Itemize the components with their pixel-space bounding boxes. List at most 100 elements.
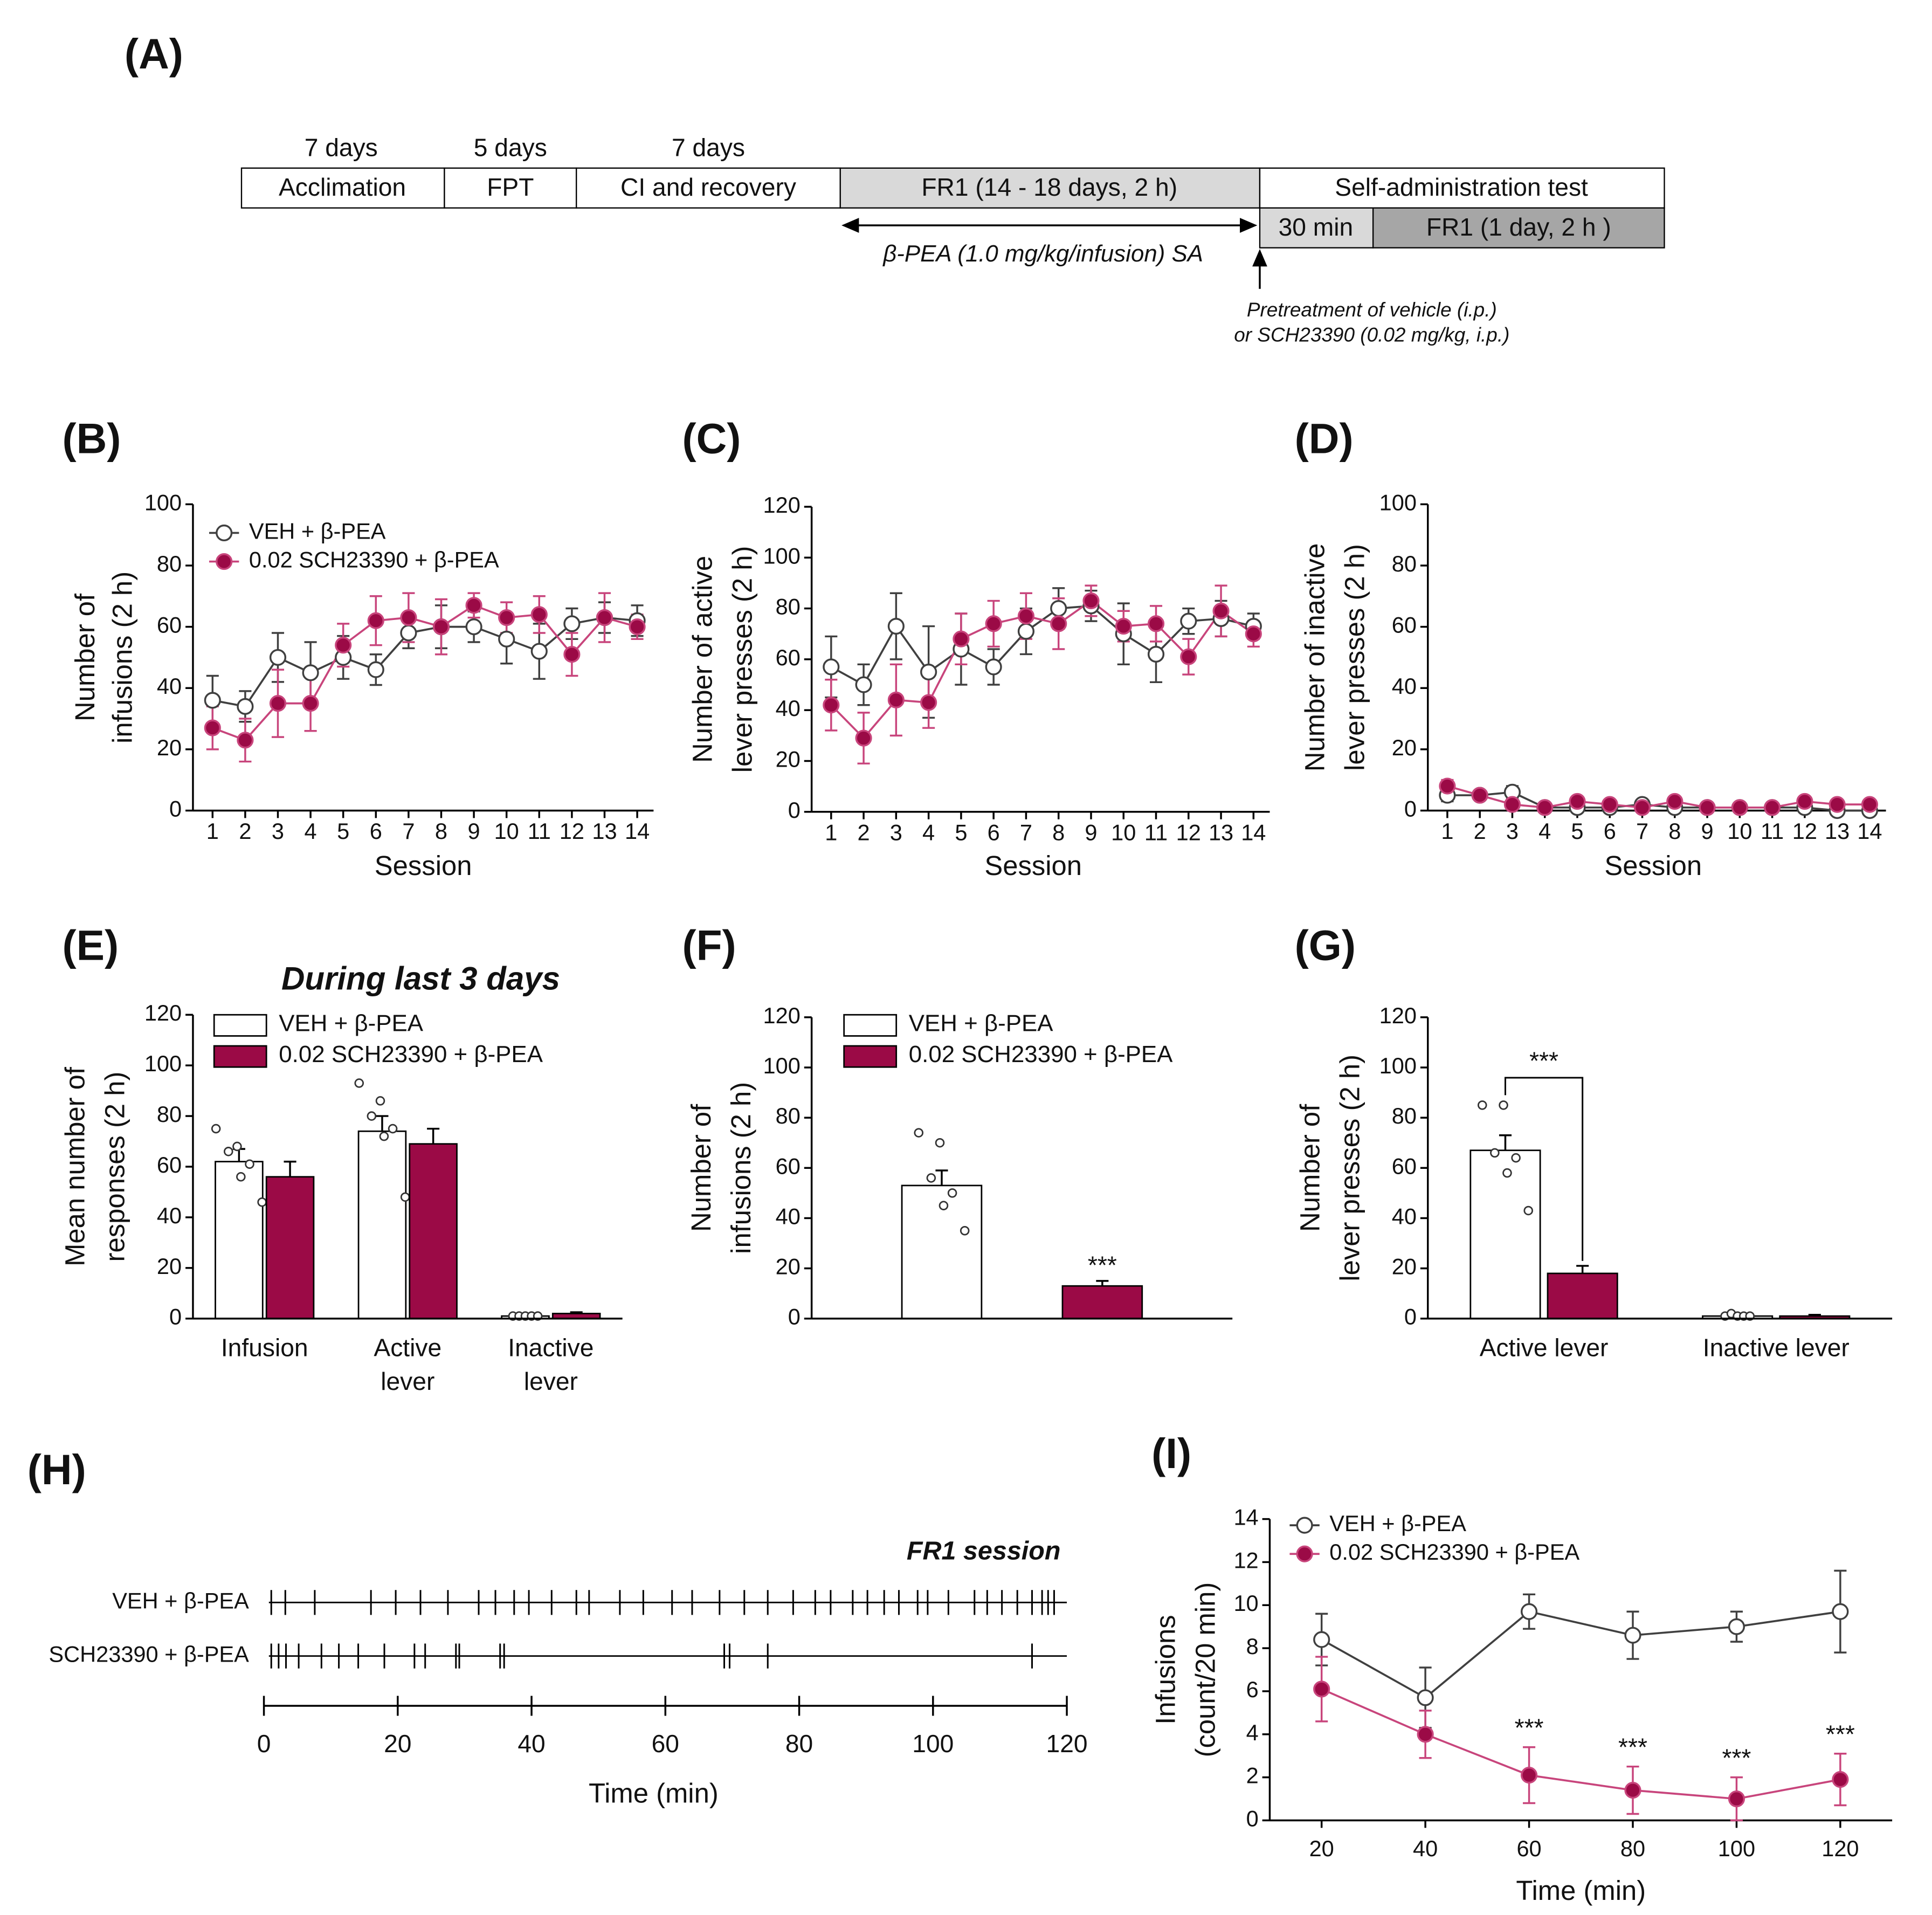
significance: ***: [1515, 1714, 1544, 1742]
x-tick-label: 100: [912, 1730, 954, 1758]
data-point: [985, 615, 1002, 632]
x-tick-label: 10: [1111, 819, 1136, 845]
x-tick-label: 4: [305, 818, 317, 844]
x-tick-label: 13: [1825, 818, 1850, 844]
x-tick-label: 12: [1176, 819, 1201, 845]
data-point: [302, 664, 319, 681]
legend-marker: [1296, 1545, 1313, 1562]
y-tick-label: 14: [1233, 1505, 1258, 1530]
subphase-label: 30 min: [1279, 213, 1354, 241]
data-point: [823, 658, 840, 676]
y-tick-label: 40: [157, 673, 182, 699]
y-tick-label: 100: [1379, 1053, 1417, 1078]
y-tick-label: 2: [1246, 1763, 1259, 1788]
data-point: [1417, 1726, 1434, 1743]
x-tick-label: 10: [494, 818, 519, 844]
legend-swatch: [213, 1045, 267, 1068]
x-tick-label: 1: [1441, 818, 1453, 844]
data-point: [1417, 1689, 1434, 1706]
individual-point: [232, 1141, 242, 1152]
individual-point: [245, 1159, 254, 1169]
x-tick-label: 10: [1727, 818, 1752, 844]
y-tick-label: 0: [169, 1304, 182, 1330]
legend-label: 0.02 SCH23390 + β-PEA: [909, 1041, 1173, 1067]
data-point: [335, 637, 352, 654]
x-tick-label: lever: [524, 1367, 578, 1395]
data-point: [367, 661, 384, 678]
y-axis-label: infusions (2 h): [107, 571, 137, 743]
y-axis-label: responses (2 h): [99, 1072, 130, 1262]
data-point: [985, 658, 1002, 676]
y-tick-label: 0: [169, 796, 182, 821]
data-point: [1180, 648, 1197, 665]
y-tick-label: 100: [763, 543, 801, 568]
individual-point: [1523, 1206, 1533, 1216]
data-point: [1832, 1603, 1849, 1620]
x-tick-label: Inactive: [508, 1334, 594, 1362]
x-tick-label: 7: [1636, 818, 1648, 844]
y-tick-label: 60: [1392, 1153, 1417, 1179]
y-tick-label: 20: [776, 1254, 801, 1279]
y-tick-label: 120: [1379, 1003, 1417, 1028]
x-tick-label: 9: [1085, 819, 1097, 845]
x-tick-label: 5: [1571, 818, 1583, 844]
y-tick-label: 0: [1404, 1304, 1417, 1330]
y-tick-label: 0: [1246, 1806, 1259, 1831]
x-tick-label: 7: [402, 818, 415, 844]
panel-label: (F): [682, 922, 736, 969]
x-tick-label: 11: [1761, 818, 1784, 844]
x-tick-label: 80: [785, 1730, 813, 1758]
data-point: [367, 612, 384, 629]
data-point: [563, 646, 581, 663]
y-axis-label: infusions (2 h): [726, 1082, 756, 1254]
x-tick-label: 11: [1144, 819, 1168, 845]
individual-point: [379, 1131, 389, 1141]
x-axis-label: Time (min): [589, 1778, 719, 1809]
bar: [1061, 1285, 1143, 1320]
data-point: [1245, 625, 1262, 643]
individual-point: [257, 1197, 267, 1207]
phase-box: [576, 167, 841, 209]
chart-title: During last 3 days: [281, 961, 560, 997]
bar: [357, 1130, 407, 1320]
x-tick-label: 12: [560, 818, 584, 844]
legend-label: 0.02 SCH23390 + β-PEA: [249, 547, 499, 573]
data-point: [1728, 1790, 1745, 1808]
data-point: [1017, 623, 1035, 640]
data-point: [1147, 645, 1165, 663]
y-tick-label: 40: [1392, 1203, 1417, 1229]
data-point: [400, 609, 417, 626]
series-line: [1321, 1610, 1841, 1699]
y-tick-label: 80: [776, 1103, 801, 1128]
significance: ***: [1088, 1251, 1117, 1279]
individual-point: [1499, 1100, 1508, 1110]
individual-point: [1511, 1153, 1521, 1163]
series-line: [1321, 1688, 1841, 1800]
bar: [1547, 1272, 1618, 1320]
x-axis-label: Session: [1604, 850, 1702, 881]
individual-point: [400, 1192, 410, 1202]
row-label: SCH23390 + β-PEA: [49, 1642, 249, 1667]
y-tick-label: 20: [157, 1253, 182, 1279]
phase-duration: 7 days: [672, 133, 745, 161]
data-point: [269, 695, 287, 712]
phase-label: FPT: [487, 173, 534, 201]
bar: [265, 1176, 315, 1320]
data-point: [1624, 1781, 1641, 1799]
phase-label: CI and recovery: [620, 173, 796, 201]
data-point: [1796, 793, 1813, 810]
x-tick-label: 7: [1020, 819, 1032, 845]
y-tick-label: 40: [776, 695, 801, 721]
y-tick-label: 0: [788, 1304, 801, 1330]
x-tick-label: 14: [1241, 819, 1266, 845]
data-point: [1731, 799, 1748, 816]
data-point: [1180, 612, 1197, 630]
individual-point: [939, 1201, 949, 1210]
data-point: [1764, 799, 1781, 816]
y-axis-label: Number of active: [687, 556, 717, 763]
panel-label: (D): [1295, 415, 1354, 463]
timeline: (A) 7 days 5 days 7 days Acclimation FPT…: [125, 30, 1665, 346]
legend-swatch: [843, 1045, 898, 1068]
y-tick-label: 12: [1233, 1547, 1258, 1573]
individual-point: [223, 1147, 233, 1156]
